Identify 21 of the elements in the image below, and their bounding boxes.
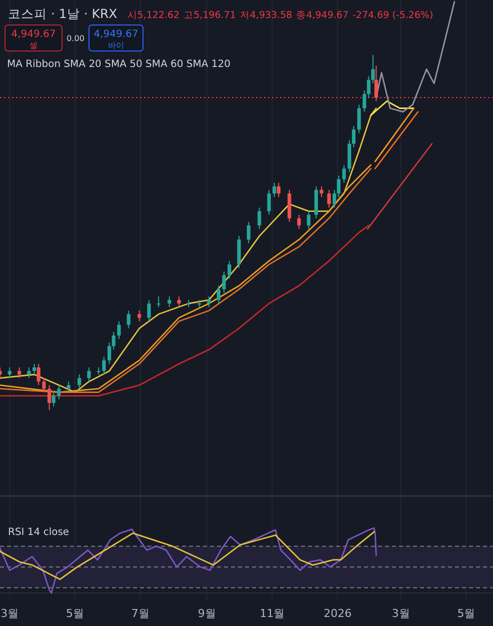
text: 셀 <box>30 41 38 50</box>
x-tick-label: 7월 <box>131 607 150 620</box>
x-tick-label: 3월 <box>392 607 410 620</box>
text: 4,949.67 <box>11 29 56 40</box>
text: -274.69 (-5.26%) <box>352 10 434 21</box>
text: 바이 <box>108 41 124 50</box>
text: 고5,196.71 <box>184 10 236 21</box>
x-tick-label: 5월 <box>66 607 84 620</box>
x-tick-label: 3월 <box>0 607 19 620</box>
x-tick-label: 5월 <box>457 607 476 620</box>
x-tick-label: 11월 <box>260 607 285 620</box>
chart-title: 코스피 · 1날 · KRX <box>8 6 118 21</box>
x-tick-label: 9월 <box>198 607 216 620</box>
text: 종4,949.67 <box>296 10 348 21</box>
annotation: MA Ribbon SMA 20 SMA 50 SMA 60 SMA 120 <box>7 59 230 70</box>
text: 0.00 <box>66 34 84 43</box>
chart-title: RSI 14 close <box>8 527 70 538</box>
text: 시5,122.62 <box>127 10 180 21</box>
text: 4,949.67 <box>94 29 138 40</box>
text: 저4,933.58 <box>240 10 292 21</box>
x-tick-label: 2026 <box>324 607 352 620</box>
